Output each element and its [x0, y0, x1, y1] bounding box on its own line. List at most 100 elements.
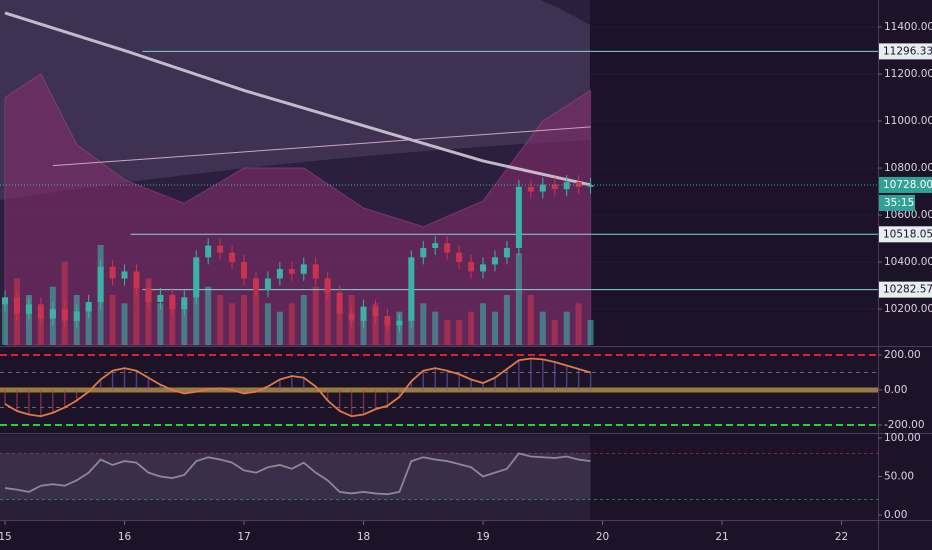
candle-body: [205, 245, 212, 258]
candle-body: [49, 309, 56, 319]
candle-body: [145, 287, 152, 302]
volume-bar: [300, 295, 307, 345]
candle-body: [420, 247, 427, 258]
volume-bar: [575, 303, 582, 345]
moving-average: [52, 126, 591, 167]
y-tick-label: 10200.00: [884, 303, 932, 315]
candle-body: [85, 301, 92, 312]
volume-bar: [336, 303, 343, 345]
volume-bar: [121, 303, 128, 345]
y-tick-label: 0.00: [884, 509, 907, 521]
candle-body: [396, 320, 403, 326]
y-tick-label: 11400.00: [884, 21, 932, 33]
candle-body: [468, 262, 475, 272]
y-tick-label: 11000.00: [884, 115, 932, 127]
volume-bar: [563, 311, 570, 345]
volume-bar: [480, 303, 487, 345]
y-tick-label: 10600.00: [884, 209, 932, 221]
candle-body: [491, 257, 498, 265]
y-tick-label: 10400.00: [884, 256, 932, 268]
candle-body: [252, 278, 259, 291]
last-price-label: 10728.00: [883, 179, 932, 191]
x-tick-label: 16: [118, 531, 132, 543]
x-tick-label: 20: [596, 531, 609, 543]
level-label: 11296.33: [883, 45, 932, 57]
candle-body: [97, 266, 104, 302]
candle-body: [539, 184, 546, 192]
volume-bar: [372, 303, 379, 345]
volume-bar: [432, 311, 439, 345]
volume-bar: [264, 303, 271, 345]
volume-bar: [169, 295, 176, 345]
y-tick-label: -200.00: [884, 419, 925, 431]
candle-body: [360, 306, 367, 321]
indicator-line: [4, 452, 591, 496]
candle-body: [575, 182, 582, 187]
candle-body: [432, 243, 439, 248]
last-price-box: [879, 176, 932, 193]
volume-bar: [324, 278, 331, 345]
candle-body: [408, 257, 415, 321]
candle-body: [169, 294, 176, 310]
candle-body: [193, 257, 200, 298]
candle-body: [229, 252, 236, 263]
candle-body: [2, 297, 9, 305]
volume-bar: [157, 303, 164, 345]
level-label-box: [879, 281, 932, 298]
volume-bar: [515, 253, 522, 345]
volume-bar: [205, 286, 212, 345]
y-tick-label: 100.00: [884, 432, 921, 444]
y-tick-label: 10800.00: [884, 162, 932, 174]
volume-bar: [85, 303, 92, 345]
level-label-box: [879, 43, 932, 60]
candle-body: [444, 243, 451, 253]
candle-body: [133, 271, 140, 288]
level-label-box: [879, 226, 932, 243]
level-label: 10282.57: [883, 284, 932, 296]
x-tick-label: 19: [476, 531, 489, 543]
volume-bar: [133, 286, 140, 345]
volume-bar: [276, 311, 283, 345]
volume-bar: [145, 278, 152, 345]
candle-body: [217, 245, 224, 253]
volume-bar: [420, 303, 427, 345]
candle-body: [181, 297, 188, 310]
volume-bar: [229, 303, 236, 345]
volume-bar: [181, 303, 188, 345]
volume-bar: [587, 320, 594, 345]
x-tick-label: 17: [237, 531, 250, 543]
volume-bar: [193, 270, 200, 345]
candle-body: [587, 184, 594, 187]
volume-bar: [241, 295, 248, 345]
y-tick-label: 11200.00: [884, 68, 932, 80]
candle-body: [300, 264, 307, 274]
volume-bar: [527, 295, 534, 345]
y-tick-label: 50.00: [884, 470, 914, 482]
rsi-band: [0, 453, 591, 500]
y-tick-label: 200.00: [884, 349, 921, 361]
candle-body: [25, 304, 32, 314]
x-tick-label: 15: [0, 531, 12, 543]
candle-body: [121, 271, 128, 279]
volume-bar: [2, 303, 9, 345]
countdown: 35:15: [884, 197, 914, 209]
candle-body: [13, 297, 20, 314]
volume-bar: [456, 320, 463, 345]
volume-bar: [109, 295, 116, 345]
x-tick-label: 22: [835, 531, 848, 543]
moving-average: [4, 11, 591, 187]
candle-body: [324, 278, 331, 293]
volume-bar: [444, 320, 451, 345]
band-area: [4, 73, 592, 346]
volume-bar: [37, 311, 44, 345]
x-tick-label: 21: [715, 531, 728, 543]
volume-bar: [539, 311, 546, 345]
candle-body: [336, 292, 343, 314]
candle-body: [61, 309, 68, 321]
candle-body: [241, 262, 248, 279]
volume-bar: [312, 286, 319, 345]
indicator-line: [4, 357, 591, 418]
candle-body: [109, 266, 116, 279]
candle-body: [157, 294, 164, 302]
